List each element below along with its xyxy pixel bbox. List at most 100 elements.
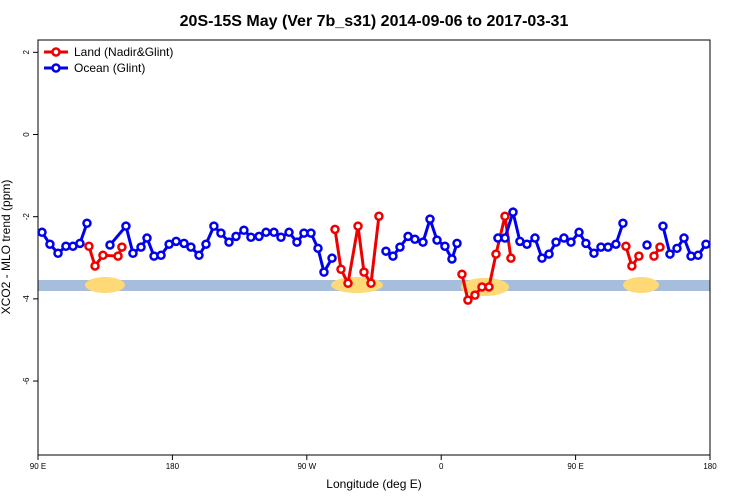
point [327,253,337,263]
point [246,232,256,242]
point [452,238,462,249]
point [117,242,127,252]
point [457,269,467,279]
point [113,251,123,261]
point [621,241,631,252]
x-tick-label: 90 E [30,462,46,471]
point [201,239,211,249]
y-tick-label: -6 [22,377,31,385]
plot-frame [37,39,711,456]
point [239,225,249,235]
point [544,249,554,259]
point [500,233,510,243]
point [53,248,63,259]
point [603,242,613,252]
point [440,241,450,252]
point [559,233,569,243]
point [432,235,442,245]
point [500,211,510,222]
point [658,221,668,231]
point [551,237,561,247]
point [447,254,457,264]
chart-title: 20S-15S May (Ver 7b_s31) 2014-09-06 to 2… [180,13,569,30]
point [75,238,85,249]
land-patch [623,277,659,293]
legend-label: Ocean (Glint) [74,61,145,75]
point [611,239,621,249]
point [634,251,644,261]
point [98,250,108,261]
legend-marker [51,63,61,73]
point [618,218,628,229]
x-tick-label: 180 [703,462,717,471]
point [491,249,501,259]
point [343,278,353,288]
point [522,239,532,249]
point [693,250,703,261]
point [209,221,219,231]
point [581,238,591,249]
point [701,239,711,249]
point [359,267,369,277]
point [142,233,152,243]
point [627,261,637,271]
point [261,227,271,238]
point [45,239,55,249]
point [642,240,652,250]
point [194,250,204,261]
point [216,228,226,238]
x-tick-label: 90 W [297,462,316,471]
y-tick-label: -2 [22,213,31,221]
point [336,264,346,275]
point [179,238,189,249]
point [353,221,363,231]
point [84,241,94,252]
point [374,211,384,222]
point [82,218,92,229]
point [284,227,294,238]
point [121,221,131,231]
point [410,234,420,245]
legend-label: Land (Nadir&Glint) [74,45,173,59]
point [537,253,547,263]
y-tick-label: -4 [22,295,31,303]
point [136,242,146,252]
point [186,242,196,252]
point [649,251,659,261]
point [381,246,391,256]
point [128,248,138,259]
point [484,282,494,292]
y-tick-label: 2 [22,50,31,55]
point [306,228,316,238]
point [171,236,181,247]
point [105,240,115,250]
point [292,237,302,247]
point [566,237,576,247]
point [156,250,166,261]
point [254,231,264,242]
x-axis-label: Longitude (deg E) [326,477,421,491]
point [463,295,473,305]
land-patch [85,277,125,293]
x-tick-label: 90 E [567,462,583,471]
x-tick-label: 180 [166,462,180,471]
point [508,207,518,217]
point [224,237,234,247]
point [37,227,47,238]
legend-marker [51,47,61,57]
point [319,267,329,277]
point [679,233,689,243]
x-tick-label: 0 [439,462,444,471]
point [330,224,340,235]
point [574,227,584,238]
y-tick-label: 0 [22,132,31,137]
point [395,242,405,252]
point [530,233,540,243]
point [388,251,398,261]
point [90,261,100,271]
point [313,243,323,254]
point [231,231,241,242]
point [269,227,279,238]
